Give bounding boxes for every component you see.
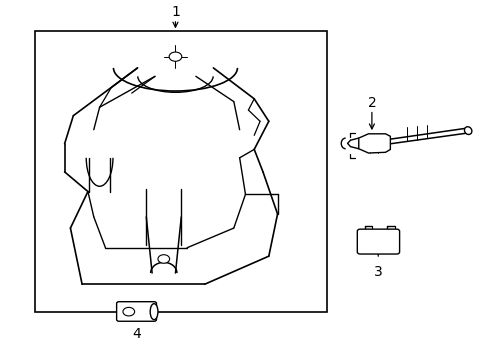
- Text: 2: 2: [367, 96, 375, 110]
- Bar: [35, 31, 326, 312]
- Ellipse shape: [464, 127, 471, 135]
- Polygon shape: [358, 134, 389, 153]
- Circle shape: [122, 307, 134, 316]
- Ellipse shape: [150, 303, 158, 320]
- Circle shape: [158, 255, 169, 263]
- FancyBboxPatch shape: [357, 229, 399, 254]
- Text: 4: 4: [132, 327, 141, 341]
- Text: 1: 1: [171, 5, 180, 19]
- Text: 3: 3: [373, 265, 382, 279]
- Circle shape: [169, 52, 182, 61]
- FancyBboxPatch shape: [116, 302, 156, 321]
